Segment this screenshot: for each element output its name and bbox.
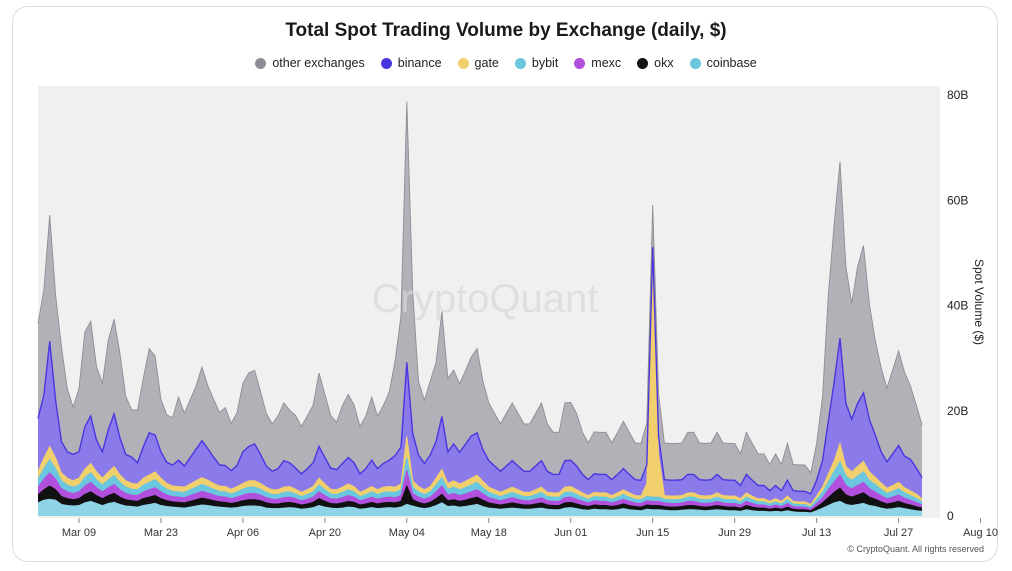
legend-label: gate [474, 56, 499, 70]
line-series-coinbase [37, 498, 923, 514]
x-tick-label: Jun 01 [554, 527, 587, 539]
x-tick-label: Mar 23 [144, 527, 178, 539]
x-tick-label: May 18 [471, 527, 507, 539]
x-tick-label: Jul 13 [802, 527, 831, 539]
legend-item[interactable]: binance [380, 56, 442, 70]
x-tick-label: Jul 27 [884, 527, 913, 539]
legend-label: okx [654, 56, 674, 70]
area-series-gate [38, 265, 922, 507]
legend-dot-icon [689, 57, 701, 69]
line-series-mexc [37, 470, 923, 510]
y-tick-label: 80B [947, 88, 968, 102]
line-series-okx [37, 484, 923, 512]
legend-dot-icon [457, 57, 469, 69]
y-tick-label: 20B [947, 404, 968, 418]
legend-item[interactable]: coinbase [689, 56, 757, 70]
legend-item[interactable]: mexc [574, 56, 621, 70]
legend-label: binance [397, 56, 442, 70]
y-tick-label: 40B [947, 299, 968, 313]
x-tick-label: Jun 15 [636, 527, 669, 539]
line-series-gate [37, 265, 923, 505]
watermark: CryptoQuant [372, 277, 599, 321]
line-series-binance [37, 247, 923, 495]
legend-dot-icon [574, 57, 586, 69]
legend-dot-icon [380, 57, 392, 69]
legend-label: coinbase [706, 56, 757, 70]
chart-title: Total Spot Trading Volume by Exchange (d… [285, 20, 727, 41]
legend-label: other exchanges [272, 56, 365, 70]
legend-dot-icon [255, 57, 267, 69]
legend-item[interactable]: gate [457, 56, 499, 70]
legend-dot-icon [514, 57, 526, 69]
y-tick-label: 0 [947, 509, 954, 523]
line-series-bybit [37, 457, 923, 508]
y-axis-label: Spot Volume ($) [972, 259, 986, 345]
legend-label: bybit [531, 56, 559, 70]
x-tick-label: Jun 29 [718, 527, 751, 539]
x-tick-label: May 04 [389, 527, 425, 539]
legend-item[interactable]: other exchanges [255, 56, 365, 70]
area-series-other-exchanges [38, 101, 922, 494]
line-series-other-exchanges [37, 101, 923, 474]
legend-item[interactable]: bybit [514, 56, 559, 70]
area-series-binance [38, 247, 922, 505]
footer-copyright: © CryptoQuant. All rights reserved [847, 544, 984, 554]
chart-legend: other exchanges binance gate bybit mexc okx co… [0, 56, 1012, 70]
y-tick-label: 60B [947, 193, 968, 207]
area-series-coinbase [38, 499, 922, 516]
legend-item[interactable]: okx [637, 56, 674, 70]
legend-dot-icon [637, 57, 649, 69]
x-tick-label: Aug 10 [963, 527, 998, 539]
x-tick-label: Apr 20 [309, 527, 341, 539]
x-tick-label: Mar 09 [62, 527, 96, 539]
y-axis: 0 20B 40B 60B 80B [947, 88, 968, 523]
x-tick-label: Apr 06 [227, 527, 259, 539]
series-lines [37, 101, 923, 514]
x-axis: Mar 09 Mar 23 Apr 06 Apr 20 May 04 May 18 Jun … [62, 518, 998, 539]
legend-label: mexc [591, 56, 622, 70]
